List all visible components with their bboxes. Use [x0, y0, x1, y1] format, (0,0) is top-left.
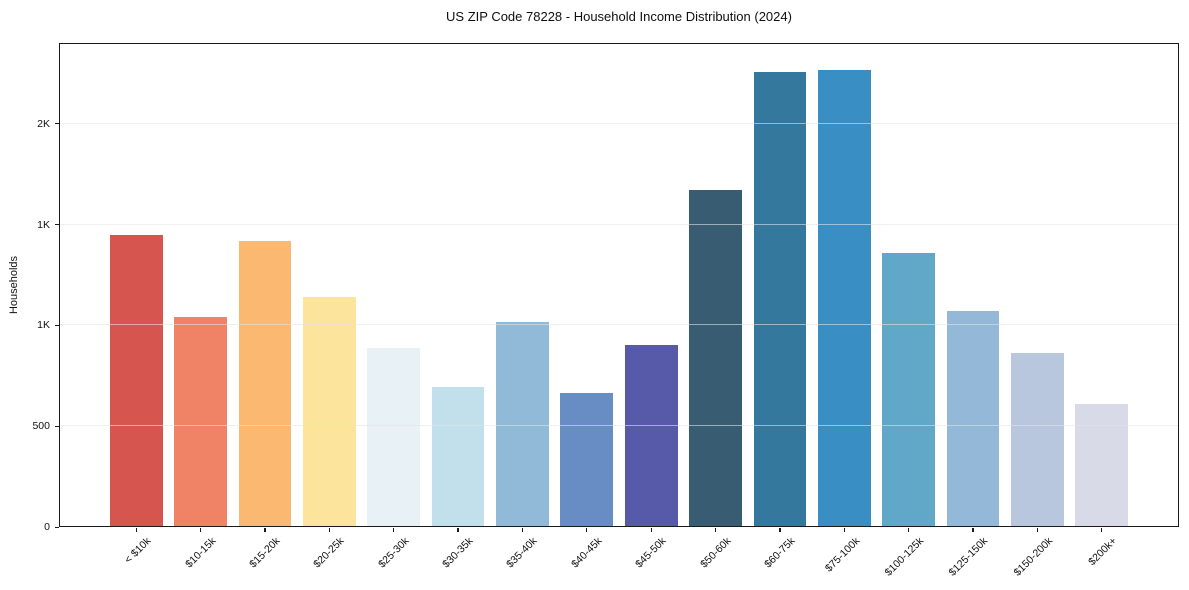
y-axis: 0 500 1K 1K 2K — [0, 43, 59, 533]
x-tick-label: $60-75k — [762, 535, 798, 571]
x-tick-mark — [521, 528, 524, 532]
bar-slot — [1070, 44, 1134, 526]
bars-layer — [60, 44, 1178, 526]
x-tick-mark — [328, 528, 330, 532]
x-tick-slot: < $10k — [104, 527, 168, 589]
x-tick-slot: $20-25k — [297, 527, 361, 589]
bar-45-50k — [624, 345, 678, 526]
bar-slot — [555, 44, 619, 526]
bar-slot — [748, 44, 812, 526]
x-tick-mark — [779, 528, 781, 532]
bar-slot — [619, 44, 683, 526]
x-tick-slot: $35-40k — [490, 527, 554, 589]
x-tick-slot: $15-20k — [233, 527, 297, 589]
bar-10k — [109, 234, 163, 526]
bar-25-30k — [367, 348, 421, 526]
y-tick-mark — [55, 123, 59, 125]
x-tick-label: $45-50k — [633, 535, 669, 571]
y-tick-mark — [55, 324, 59, 327]
x-tick-mark — [972, 528, 974, 532]
bar-35-40k — [496, 322, 549, 526]
x-tick-label: $100-125k — [882, 535, 927, 579]
x-tick-mark — [1101, 528, 1103, 532]
x-tick-label: $150-200k — [1011, 535, 1055, 579]
bar-slot — [683, 44, 747, 526]
bar-slot — [297, 44, 361, 526]
x-tick-mark — [650, 528, 652, 532]
bar-50-60k — [689, 189, 742, 526]
x-tick-mark — [714, 528, 717, 532]
x-tick-slot: $200k+ — [1070, 527, 1134, 589]
x-tick-slot: $125-150k — [941, 527, 1005, 589]
y-tick-label: 0 — [44, 521, 50, 533]
plot-area — [59, 43, 1179, 527]
bar-slot — [426, 44, 490, 526]
x-tick-label: $10-15k — [182, 535, 219, 571]
bar-slot — [941, 44, 1005, 526]
x-tick-label: $20-25k — [311, 535, 347, 571]
bar-60-75k — [753, 72, 807, 526]
bar-150-200k — [1011, 353, 1064, 526]
y-tick-label: 1K — [37, 218, 50, 231]
x-tick-label: $30-35k — [440, 535, 476, 571]
x-tick-label: $125-150k — [946, 535, 991, 579]
x-tick-slot: $75-100k — [812, 527, 876, 589]
x-axis: < $10k $10-15k $15-20k $20-25k $25-30k $30-35… — [60, 527, 1178, 589]
y-tick-mark — [55, 526, 59, 528]
x-tick-mark — [393, 528, 395, 532]
bar-75-100k — [817, 70, 871, 526]
bar-slot — [362, 44, 426, 526]
bar-20-25k — [302, 297, 356, 526]
x-tick-label: < $10k — [122, 535, 154, 566]
x-tick-slot: $25-30k — [362, 527, 426, 589]
bar-slot — [812, 44, 876, 526]
bar-30-35k — [431, 387, 485, 526]
bar-125-150k — [946, 311, 1000, 526]
x-tick-slot: $50-60k — [683, 527, 747, 589]
x-tick-mark — [135, 528, 137, 532]
x-tick-slot: $40-45k — [555, 527, 619, 589]
x-tick-mark — [843, 528, 845, 532]
bar-slot — [1005, 44, 1069, 526]
x-tick-slot: $60-75k — [748, 527, 812, 589]
y-tick-mark — [55, 425, 59, 427]
bar-200k — [1075, 403, 1129, 526]
y-tick-mark — [55, 224, 59, 226]
bar-slot — [233, 44, 297, 526]
x-tick-mark — [908, 528, 910, 532]
bar-slot — [168, 44, 232, 526]
bar-slot — [490, 44, 554, 526]
x-tick-slot: $45-50k — [619, 527, 683, 589]
x-tick-mark — [1036, 528, 1039, 532]
y-tick-label: 2K — [37, 117, 50, 130]
bar-slot — [104, 44, 168, 526]
bar-100-125k — [882, 252, 936, 526]
x-tick-label: $50-60k — [697, 535, 734, 571]
x-tick-slot: $30-35k — [426, 527, 490, 589]
bar-15-20k — [238, 240, 292, 526]
x-tick-label: $75-100k — [822, 535, 862, 575]
x-tick-slot: $150-200k — [1005, 527, 1069, 589]
x-tick-label: $35-40k — [504, 535, 540, 571]
x-tick-label: $15-20k — [247, 535, 283, 571]
x-tick-label: $40-45k — [568, 535, 605, 571]
bar-10-15k — [174, 317, 227, 526]
x-tick-slot: $10-15k — [168, 527, 232, 589]
x-tick-slot: $100-125k — [877, 527, 941, 589]
bar-40-45k — [560, 393, 614, 526]
x-tick-mark — [264, 528, 266, 532]
chart-title: US ZIP Code 78228 - Household Income Dis… — [446, 9, 792, 24]
x-tick-label: $200k+ — [1086, 535, 1120, 569]
y-tick-label: 1K — [37, 319, 50, 332]
x-tick-mark — [199, 528, 202, 532]
bar-slot — [877, 44, 941, 526]
y-tick-label: 500 — [32, 420, 50, 433]
x-tick-label: $25-30k — [375, 535, 412, 571]
x-tick-mark — [586, 528, 588, 532]
x-tick-mark — [457, 528, 459, 532]
